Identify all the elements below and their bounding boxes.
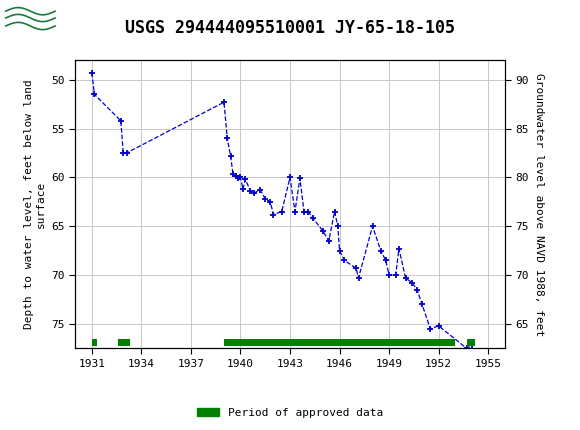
Bar [118, 339, 130, 346]
FancyBboxPatch shape [5, 3, 57, 37]
Bar [467, 339, 475, 346]
Legend: Period of approved data: Period of approved data [193, 403, 387, 422]
Y-axis label: Groundwater level above NAVD 1988, feet: Groundwater level above NAVD 1988, feet [534, 73, 544, 336]
Bar [92, 339, 97, 346]
Text: USGS 294444095510001 JY-65-18-105: USGS 294444095510001 JY-65-18-105 [125, 19, 455, 37]
Y-axis label: Depth to water level, feet below land
surface: Depth to water level, feet below land su… [24, 80, 46, 329]
Bar [224, 339, 455, 346]
Text: USGS: USGS [67, 11, 122, 29]
